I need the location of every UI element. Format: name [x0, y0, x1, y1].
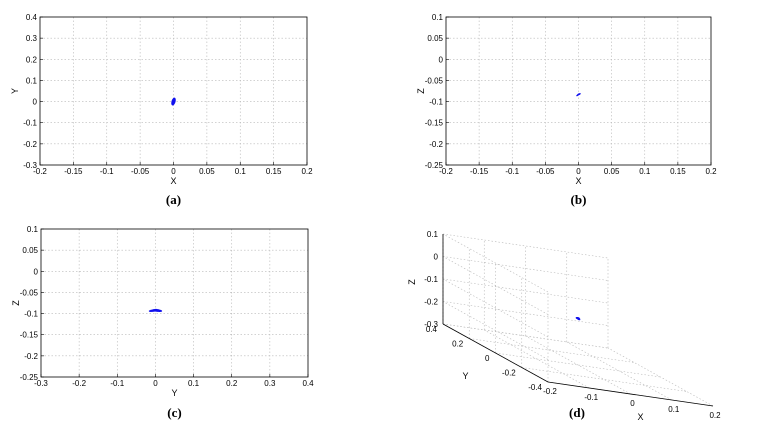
- side-wall-grid-z: [442, 256, 549, 315]
- floor-grid-x: [484, 329, 590, 389]
- x-tick-label: 0: [153, 379, 158, 388]
- trajectory-line: [576, 93, 581, 97]
- x-tick-label: 0.2: [709, 411, 721, 420]
- x-tick-label: 0.1: [235, 167, 247, 176]
- trajectory-line-3d: [575, 316, 581, 321]
- panel-c-yz-projection: -0.3 -0.2 -0.1 0 0.1 0.2 0.3 0.4 0.1 0.05 0 -0.05 -0…: [11, 225, 314, 420]
- x-tick-label: 0.1: [188, 379, 200, 388]
- y-tick-label: -0.15: [20, 331, 39, 340]
- y-tick-label: 0.2: [452, 340, 464, 349]
- panel-caption: (b): [571, 192, 587, 207]
- side-wall-grid-z: [442, 278, 549, 338]
- x-tick-label: -0.2: [439, 167, 453, 176]
- y-tick-label: 0: [34, 267, 39, 276]
- x-tick-label: 0.05: [199, 167, 215, 176]
- panel-caption: (c): [167, 405, 181, 420]
- x-axis-label: X: [637, 412, 643, 422]
- x-tick-label: -0.1: [110, 379, 124, 388]
- y-tick-label: -0.1: [429, 98, 443, 107]
- x-tick-label: -0.05: [536, 167, 555, 176]
- y-tick-label: -0.1: [24, 310, 38, 319]
- panel-a-xy-projection: -0.2 -0.15 -0.1 -0.05 0 0.05 0.1 0.15 0.2 0.4 0.3 0…: [10, 13, 313, 207]
- floor-grid-x: [607, 347, 714, 407]
- y-tick-label: -0.1: [23, 119, 37, 128]
- x-axis-label: X: [170, 176, 176, 186]
- z-tick-label: -0.2: [424, 298, 438, 307]
- y-tick-label: 0.2: [26, 55, 38, 64]
- x-tick-label: 0: [576, 167, 581, 176]
- x-tick-label: 0.15: [670, 167, 686, 176]
- x-tick-label: 0.15: [266, 167, 282, 176]
- y-axis-label: Z: [11, 300, 21, 306]
- y-axis-label: Z: [416, 88, 426, 94]
- y-tick-label: 0.05: [427, 34, 443, 43]
- y-tick-label: -0.05: [425, 76, 444, 85]
- x-tick-label: 0.05: [604, 167, 620, 176]
- floor-grid-x: [566, 341, 672, 401]
- y-axis-label: Y: [462, 371, 468, 381]
- x-tick-label: -0.2: [33, 167, 47, 176]
- trajectory-line: [148, 308, 163, 312]
- x-tick-label: 0.2: [705, 167, 717, 176]
- x-tick-label: -0.2: [543, 387, 557, 396]
- y-tick-label: 0: [439, 55, 444, 64]
- x-tick-label: -0.3: [34, 379, 48, 388]
- z-axis-label: Z: [407, 279, 417, 285]
- x-tick-label: -0.1: [100, 167, 114, 176]
- x-axis-edge: [547, 381, 714, 407]
- x-tick-label: 0.1: [668, 405, 680, 414]
- y-tick-label: -0.15: [425, 119, 444, 128]
- floor-grid-y: [469, 338, 635, 363]
- trajectory-line: [171, 97, 176, 106]
- axes-frame: [40, 228, 309, 378]
- x-tick-label: 0: [630, 399, 635, 408]
- x-tick-label: 0.3: [264, 379, 276, 388]
- x-tick-label: 0.2: [301, 167, 313, 176]
- y-tick-label: -0.25: [20, 373, 39, 382]
- y-tick-label: -0.05: [20, 288, 39, 297]
- y-tick-label: 0.1: [27, 225, 39, 234]
- x-tick-label: -0.2: [72, 379, 86, 388]
- y-tick-label: -0.25: [425, 161, 444, 170]
- x-tick-label: 0: [171, 167, 176, 176]
- x-tick-label: 0.1: [639, 167, 651, 176]
- y-tick-label: 0: [485, 354, 490, 363]
- x-tick-label: 0.2: [226, 379, 238, 388]
- y-tick-label: -0.3: [23, 161, 37, 170]
- x-tick-label: 0.4: [302, 379, 314, 388]
- y-tick-label: -0.4: [528, 383, 542, 392]
- x-tick-label: -0.05: [131, 167, 150, 176]
- z-tick-label: -0.1: [424, 275, 438, 284]
- y-tick-label: -0.2: [502, 369, 516, 378]
- x-tick-label: -0.15: [470, 167, 489, 176]
- y-tick-label: 0.4: [426, 325, 438, 334]
- y-tick-label: -0.2: [23, 140, 37, 149]
- x-tick-label: -0.1: [584, 393, 598, 402]
- y-tick-label: -0.2: [24, 352, 38, 361]
- z-tick-label: 0: [434, 253, 439, 262]
- x-axis-label: Y: [171, 388, 177, 398]
- z-tick-label: 0.1: [427, 230, 439, 239]
- panel-caption: (d): [569, 405, 585, 420]
- side-wall-grid-z: [442, 301, 549, 360]
- y-tick-label: 0.4: [26, 13, 38, 22]
- x-tick-label: -0.1: [505, 167, 519, 176]
- side-wall-grid-z: [442, 233, 549, 293]
- y-tick-label: 0.05: [22, 246, 38, 255]
- z-tick-label: -0.3: [424, 320, 438, 329]
- y-tick-label: 0: [33, 98, 38, 107]
- y-tick-label: 0.1: [432, 13, 444, 22]
- panel-b-xz-projection: -0.2 -0.15 -0.1 -0.05 0 0.05 0.1 0.15 0.2 0.1 0.05…: [416, 13, 717, 207]
- y-axis-edge: [442, 323, 549, 383]
- x-axis-label: X: [575, 176, 581, 186]
- panel-caption: (a): [166, 192, 181, 207]
- y-tick-label: 0.3: [26, 34, 38, 43]
- floor-grid-x: [525, 335, 631, 395]
- y-tick-label: 0.1: [26, 76, 38, 85]
- panel-d-3d-attractor: -0.2-0.100.10.20.40.20-0.2-0.40.10-0.1-0…: [407, 230, 721, 422]
- x-tick-label: -0.15: [64, 167, 83, 176]
- y-tick-label: -0.2: [429, 140, 443, 149]
- y-axis-label: Y: [10, 88, 20, 94]
